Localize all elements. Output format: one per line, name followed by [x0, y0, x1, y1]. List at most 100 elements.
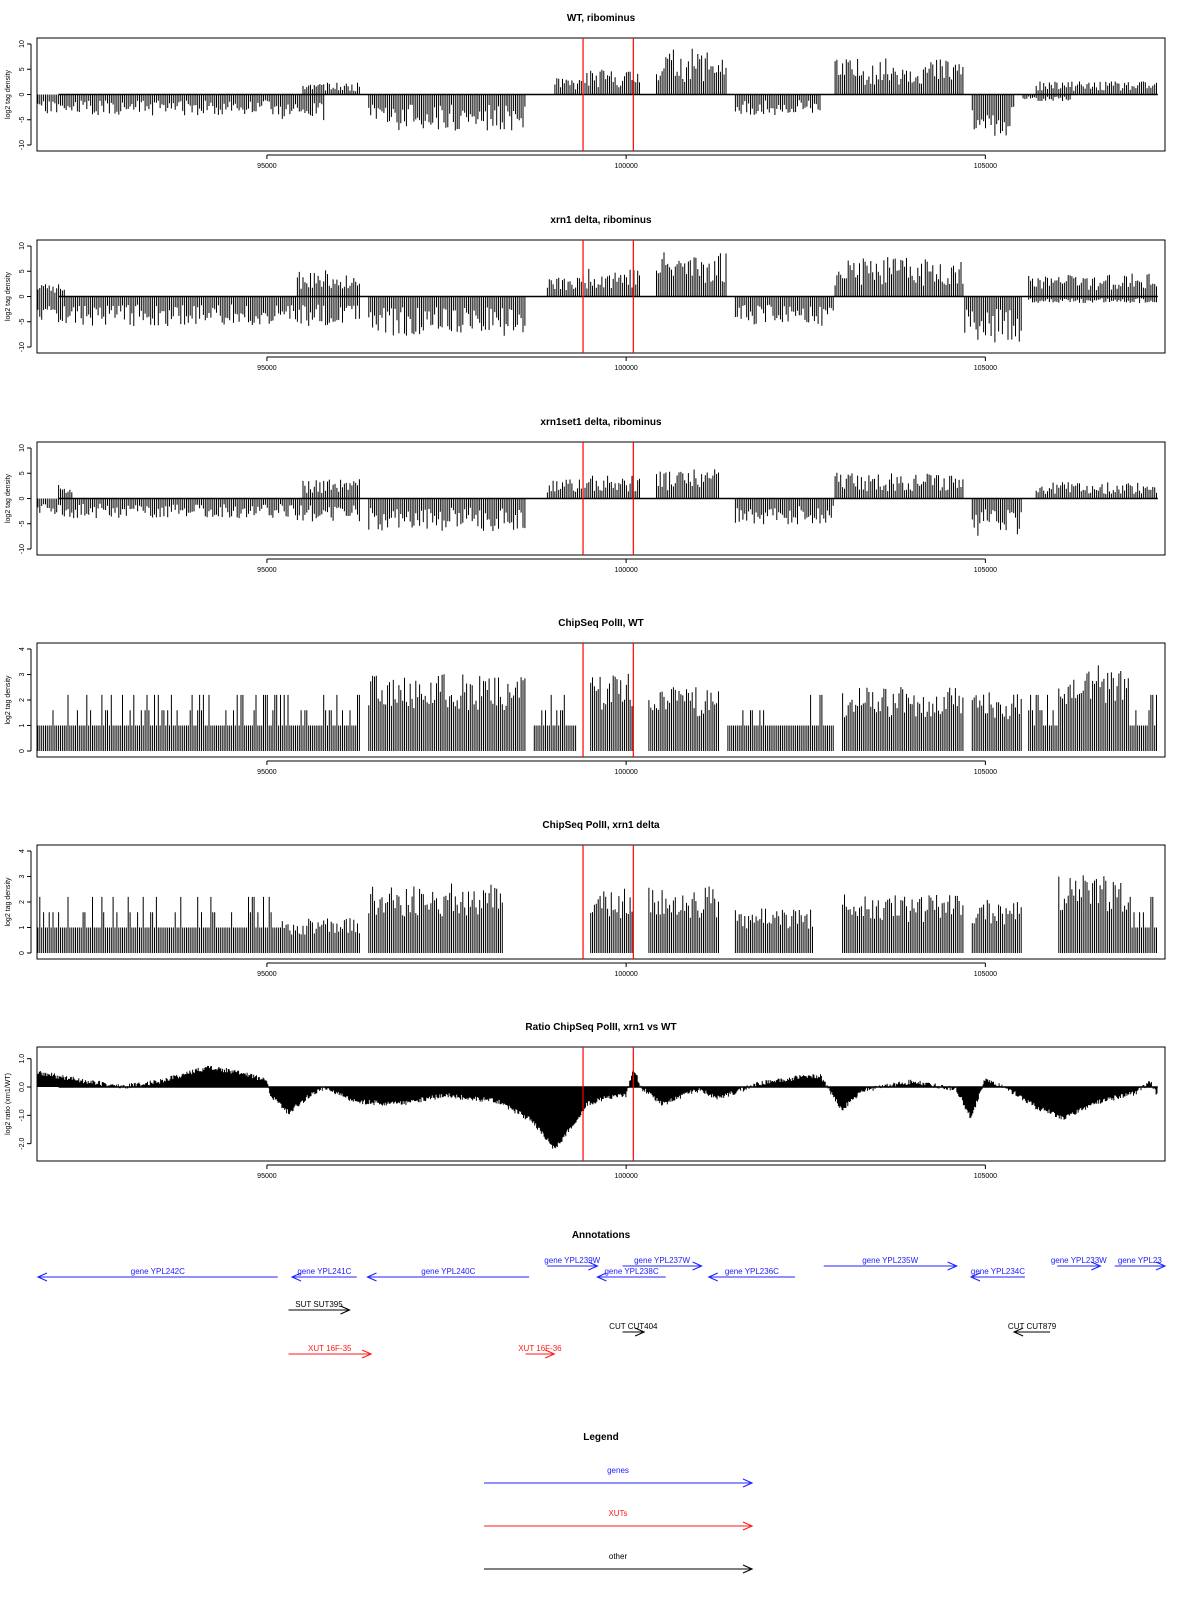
y-tick-label: 1 [19, 925, 26, 929]
data-bars [37, 665, 1157, 751]
annotation-track: gene YPL23 [1114, 1256, 1167, 1271]
annotation-arrow-head [1155, 1261, 1167, 1271]
y-tick-label: 4 [19, 849, 26, 853]
annotation-track: gene YPL236C [707, 1267, 795, 1282]
annotation-arrow-head [947, 1261, 958, 1271]
x-tick-label: 95000 [257, 163, 277, 170]
y-tick-label: -5 [19, 117, 26, 123]
annotation-label: gene YPL23 [1118, 1256, 1162, 1265]
x-tick-label: 95000 [257, 365, 277, 372]
x-tick-label: 100000 [614, 567, 637, 574]
data-bars [37, 1065, 1158, 1149]
annotation-arrow-head [1091, 1261, 1102, 1271]
x-tick-label: 100000 [614, 971, 637, 978]
y-axis-label: log2 tag density [5, 69, 12, 119]
y-tick-label: -10 [19, 544, 26, 554]
x-tick-label: 105000 [974, 971, 997, 978]
y-tick-label: 1.0 [19, 1054, 26, 1064]
annotation-track: CUT CUT879 [1008, 1322, 1057, 1337]
annotation-label: XUT 16F-35 [308, 1344, 352, 1353]
annotation-label: gene YPL236C [725, 1267, 779, 1276]
annotation-arrow-head [588, 1261, 599, 1271]
legend-item-genes: genes [484, 1466, 754, 1488]
y-tick-label: 10 [19, 40, 26, 48]
x-tick-label: 105000 [974, 365, 997, 372]
annotation-arrow-head [634, 1327, 646, 1337]
x-tick-label: 95000 [257, 971, 277, 978]
y-tick-label: 5 [19, 67, 26, 71]
plot-frame [36, 844, 1166, 960]
annotation-track: gene YPL240C [366, 1267, 530, 1282]
y-tick-label: 3 [19, 672, 26, 676]
panel-title: Ratio ChipSeq PolII, xrn1 vs WT [525, 1022, 676, 1033]
annotation-label: XUT 16F-36 [518, 1344, 562, 1353]
annotation-arrow-head [361, 1349, 373, 1359]
x-tick-label: 100000 [614, 163, 637, 170]
y-tick-label: 0.0 [19, 1082, 26, 1092]
annotations-title: Annotations [572, 1230, 631, 1241]
annotation-label: gene YPL240C [421, 1267, 475, 1276]
y-tick-label: 4 [19, 647, 26, 651]
annotation-track: CUT CUT404 [609, 1322, 658, 1337]
y-tick-label: 5 [19, 471, 26, 475]
plot-frame [36, 1046, 1166, 1162]
panel-xrn1set1_ribominus: xrn1set1 delta, ribominus log2 tag densit… [5, 417, 1166, 574]
y-tick-label: 0 [19, 749, 26, 753]
annotation-track: SUT SUT395 [288, 1300, 351, 1315]
plot-frame [36, 239, 1166, 354]
annotation-track: gene YPL241C [290, 1267, 357, 1282]
y-tick-label: 0 [19, 92, 26, 96]
x-tick-label: 95000 [257, 567, 277, 574]
annotation-track: gene YPL234C [969, 1267, 1025, 1282]
annotation-arrow-head [36, 1272, 48, 1282]
plot-frame [36, 441, 1166, 556]
y-axis-label: log2 tag density [5, 271, 12, 321]
y-tick-label: -10 [19, 140, 26, 150]
legend-label: other [609, 1552, 628, 1561]
panel-title: xrn1set1 delta, ribominus [540, 417, 662, 428]
panel-title: xrn1 delta, ribominus [550, 215, 652, 226]
y-tick-label: -2.0 [19, 1138, 26, 1150]
x-tick-label: 100000 [614, 769, 637, 776]
panel-chipseq_wt: ChipSeq PolII, WT log2 tag density 0 1 2 3 4 95… [5, 618, 1166, 776]
y-tick-label: 0 [19, 496, 26, 500]
annotation-arrow-head [707, 1272, 718, 1282]
data-bars [37, 469, 1157, 536]
annotation-label: gene YPL235W [862, 1256, 918, 1265]
annotation-track: gene YPL239W [544, 1256, 601, 1271]
x-tick-label: 95000 [257, 769, 277, 776]
annotation-arrow-head [290, 1272, 302, 1282]
y-axis-label: log2 tag density [5, 675, 12, 725]
y-tick-label: 10 [19, 242, 26, 250]
annotation-track: gene YPL233W [1051, 1256, 1107, 1271]
panel-title: ChipSeq PolII, xrn1 delta [542, 820, 660, 831]
plot-frame [36, 642, 1166, 758]
data-bars [37, 48, 1157, 136]
panel-wt_ribominus: WT, ribominus log2 tag density 10 5 0 -5 -10 95… [5, 13, 1166, 170]
annotation-track: XUT 16F-36 [518, 1344, 562, 1359]
annotation-track: gene YPL238C [596, 1267, 666, 1282]
legend-label: XUTs [608, 1509, 627, 1518]
annotation-arrow-head [1012, 1327, 1024, 1337]
annotation-label: CUT CUT879 [1008, 1322, 1057, 1331]
legend-label: genes [607, 1466, 629, 1475]
data-bars [37, 875, 1157, 953]
y-tick-label: 0 [19, 294, 26, 298]
x-tick-label: 105000 [974, 1173, 997, 1180]
y-axis-label: log2 tag density [5, 473, 12, 523]
y-tick-label: -5 [19, 319, 26, 325]
annotation-arrow-head [969, 1272, 981, 1282]
legend-panel: Legend genes XUTs other [484, 1432, 754, 1574]
panel-xrn1_ribominus: xrn1 delta, ribominus log2 tag density 105… [5, 215, 1166, 372]
y-tick-label: 3 [19, 874, 26, 878]
x-tick-label: 105000 [974, 769, 997, 776]
legend-item-other: other [484, 1552, 754, 1574]
legend-arrow-head [742, 1521, 754, 1531]
annotation-label: SUT SUT395 [295, 1300, 343, 1309]
legend-arrow-head [742, 1564, 754, 1574]
x-tick-label: 100000 [614, 365, 637, 372]
y-tick-label: 0 [19, 951, 26, 955]
annotation-label: gene YPL237W [634, 1256, 690, 1265]
annotation-track: gene YPL235W [823, 1256, 958, 1271]
